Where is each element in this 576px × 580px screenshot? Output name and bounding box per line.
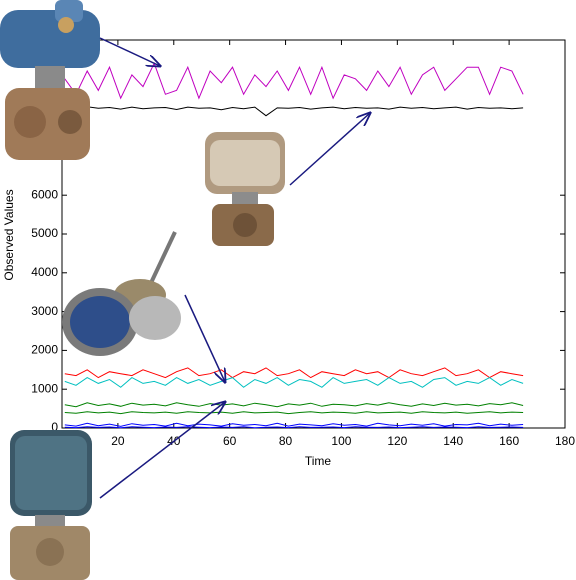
x-tick-label: 60 [223,434,237,448]
x-tick-label: 120 [387,434,407,448]
device-3 [62,231,181,356]
device-4 [10,430,92,580]
y-tick-label: 4000 [31,265,58,279]
device-1 [0,0,100,160]
series-line [64,402,524,408]
x-tick-label: 140 [443,434,463,448]
y-tick-label: 6000 [31,187,58,201]
series-line [64,62,524,100]
x-axis-label: Time [305,454,332,468]
arrows [99,37,370,499]
series-line [64,367,524,379]
arrow [289,113,370,186]
series-line [64,426,524,429]
y-tick-label: 3000 [31,304,58,318]
arrow [184,294,225,382]
y-tick-label: 2000 [31,343,58,357]
y-tick-label: 1000 [31,381,58,395]
y-tick-label: 0 [51,420,58,434]
device-photos [0,0,285,580]
x-tick-label: 20 [111,434,125,448]
x-tick-label: 180 [555,434,575,448]
arrow [99,37,160,66]
y-axis-label: Observed Values [2,189,16,280]
series-line [64,422,524,427]
x-tick-label: 80 [279,434,293,448]
series-line [64,106,524,117]
y-tick-label: 5000 [31,226,58,240]
x-tick-label: 160 [499,434,519,448]
series-line [64,411,524,415]
device-2 [205,132,285,246]
plot-frame [61,39,566,429]
x-tick-label: 100 [331,434,351,448]
series-line [64,376,524,388]
arrow [99,402,225,499]
